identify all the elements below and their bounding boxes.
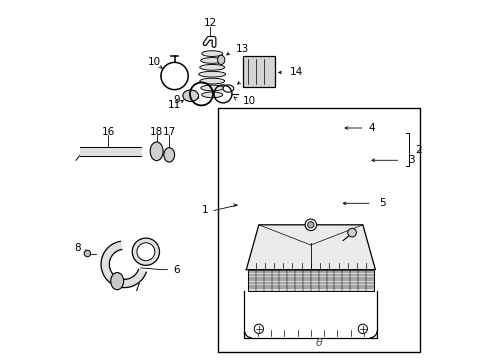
Ellipse shape xyxy=(202,92,222,98)
Bar xyxy=(242,56,274,87)
Ellipse shape xyxy=(223,85,233,92)
Ellipse shape xyxy=(150,142,163,161)
Text: 7: 7 xyxy=(133,283,140,293)
Text: 18: 18 xyxy=(150,127,163,136)
Text: 5: 5 xyxy=(378,198,385,208)
Ellipse shape xyxy=(183,90,198,102)
Text: 3: 3 xyxy=(407,155,413,165)
Polygon shape xyxy=(80,147,140,156)
Text: 11: 11 xyxy=(167,100,181,111)
Ellipse shape xyxy=(110,273,123,290)
Circle shape xyxy=(357,324,367,333)
Text: 1: 1 xyxy=(202,206,208,216)
Circle shape xyxy=(347,228,356,237)
Text: 16: 16 xyxy=(102,127,115,136)
Text: 6: 6 xyxy=(172,265,179,275)
Circle shape xyxy=(305,219,316,230)
Ellipse shape xyxy=(201,85,223,91)
Polygon shape xyxy=(246,225,375,270)
Text: 4: 4 xyxy=(367,123,374,133)
Circle shape xyxy=(307,222,313,228)
Text: 17: 17 xyxy=(162,127,176,136)
Ellipse shape xyxy=(217,55,224,64)
Ellipse shape xyxy=(200,64,224,70)
Ellipse shape xyxy=(202,51,222,57)
Polygon shape xyxy=(101,241,146,288)
Text: 15: 15 xyxy=(246,75,259,85)
Text: 10: 10 xyxy=(242,96,255,106)
Ellipse shape xyxy=(198,71,225,77)
Bar xyxy=(247,270,373,291)
Circle shape xyxy=(254,324,263,333)
Circle shape xyxy=(137,243,155,261)
Text: 2: 2 xyxy=(414,144,421,154)
Text: 12: 12 xyxy=(203,18,217,28)
Text: θ: θ xyxy=(315,338,322,348)
Ellipse shape xyxy=(201,58,223,63)
Circle shape xyxy=(84,250,90,257)
Text: 13: 13 xyxy=(235,45,248,54)
Bar xyxy=(217,108,419,352)
Ellipse shape xyxy=(200,78,224,84)
Text: 8: 8 xyxy=(74,243,81,253)
Circle shape xyxy=(132,238,159,265)
Text: 9: 9 xyxy=(173,95,179,105)
Text: 10: 10 xyxy=(147,57,161,67)
Ellipse shape xyxy=(163,148,174,162)
Text: 14: 14 xyxy=(289,67,302,77)
